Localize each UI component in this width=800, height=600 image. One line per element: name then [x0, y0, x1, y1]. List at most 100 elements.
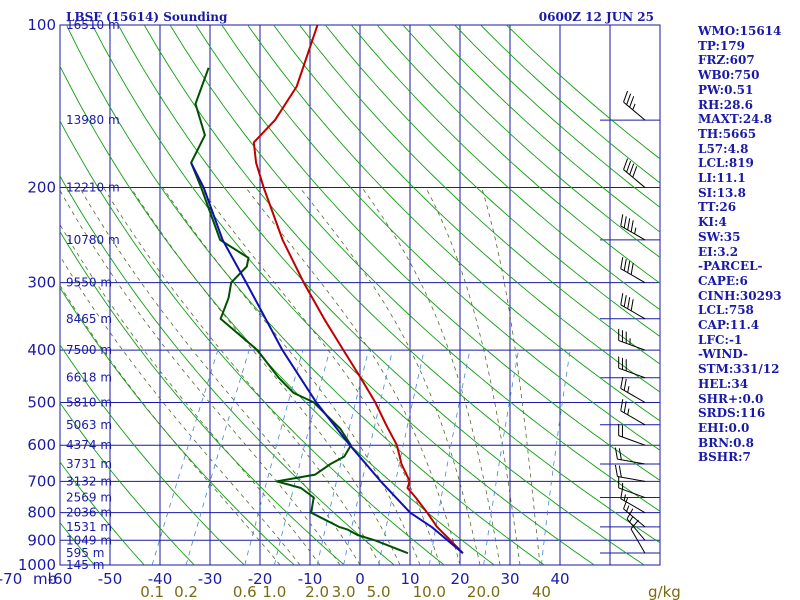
dry-adiabat: [60, 175, 395, 565]
pressure-tick-label: 200: [27, 179, 56, 197]
mixing-ratio-label: 0.2: [174, 583, 198, 600]
index-item: WB0:750: [698, 68, 760, 83]
dry-adiabat: [402, 25, 660, 259]
dry-adiabat: [195, 25, 660, 481]
index-item: HEL:34: [698, 376, 749, 391]
chart-datetime: 0600Z 12 JUN 25: [539, 10, 654, 24]
index-item: MAXT:24.8: [698, 112, 773, 127]
wind-barb: [618, 476, 646, 499]
dry-adiabat: [92, 25, 595, 565]
pressure-tick-label: 1000: [18, 556, 56, 574]
height-label: 3132 m: [66, 474, 112, 488]
height-label: 4374 m: [66, 438, 112, 452]
wind-barb: [623, 158, 646, 188]
temperature-tick-label: -30: [198, 570, 223, 588]
index-item: SI:13.8: [698, 185, 746, 200]
pressure-tick-label: 900: [27, 531, 56, 549]
wind-barb: [630, 519, 646, 554]
dry-adiabat: [60, 230, 345, 565]
wind-barb: [623, 497, 646, 528]
dry-adiabat: [60, 461, 145, 565]
dry-adiabat: [60, 402, 195, 565]
index-item: BRN:0.8: [698, 435, 754, 450]
wind-barb: [620, 214, 646, 241]
mixing-ratio-line: [483, 350, 519, 565]
mixing-ratio-lines: [151, 349, 571, 565]
temperature-tick-label: 20: [450, 570, 469, 588]
temperature-tick-label: -10: [298, 570, 323, 588]
mixing-ratio-label: 10.0: [413, 583, 446, 600]
mixing-ratio-label: 5.0: [367, 583, 391, 600]
height-label: 7500 m: [66, 343, 112, 357]
dry-adiabat: [60, 65, 495, 565]
height-label: 2036 m: [66, 506, 112, 520]
moist-adiabat: [361, 187, 501, 565]
temperature-tick-label: -20: [248, 570, 273, 588]
parcel-trace: [190, 162, 464, 554]
index-item: CAP:11.4: [698, 318, 760, 333]
wind-barb: [618, 328, 646, 351]
pressure-tick-label: 400: [27, 341, 56, 359]
dry-adiabat: [66, 25, 545, 565]
mixing-ratio-unit-label: g/kg: [648, 583, 681, 600]
index-item: STM:331/12: [698, 362, 780, 377]
wind-barb: [618, 356, 646, 379]
wind-barb: [623, 90, 646, 121]
height-label: 16510 m: [66, 18, 120, 32]
height-label: 12210 m: [66, 181, 120, 195]
dry-adiabat: [143, 25, 660, 544]
dry-adiabat: [221, 25, 660, 451]
pressure-tick-label: 100: [27, 16, 56, 34]
index-item: TT:26: [698, 200, 737, 215]
mixing-ratio-label: 0.1: [140, 583, 164, 600]
temperature-tick-label: -60: [48, 570, 73, 588]
wind-barb: [620, 399, 646, 426]
index-item: SRDS:116: [698, 406, 766, 421]
mixing-ratio-label: 20.0: [467, 583, 500, 600]
pressure-tick-label: 800: [27, 504, 56, 522]
wind-barb: [618, 423, 646, 446]
index-item: -WIND-: [698, 347, 748, 362]
wind-barb: [614, 447, 646, 465]
dry-adiabat: [169, 25, 660, 512]
mixing-ratio-label: 40: [532, 583, 551, 600]
dry-adiabat: [60, 521, 95, 565]
moist-adiabat: [60, 223, 321, 565]
moist-adiabat: [130, 187, 401, 565]
index-item: L57:4.8: [698, 141, 749, 156]
moist-adiabat: [245, 187, 461, 565]
wind-barb: [620, 257, 646, 284]
index-item: TH:5665: [698, 126, 757, 141]
mixing-ratio-line: [185, 349, 250, 565]
dry-adiabat: [350, 25, 660, 311]
wind-barb: [620, 293, 646, 320]
moist-adiabat: [60, 189, 341, 565]
mixing-ratio-line: [541, 350, 571, 565]
height-label: 6618 m: [66, 371, 112, 385]
index-item: LCL:758: [698, 303, 754, 318]
moist-adiabat: [200, 187, 441, 565]
wind-barb: [620, 376, 646, 403]
dry-adiabat: [117, 25, 645, 565]
index-item: LCL:819: [698, 156, 754, 171]
index-item: -PARCEL-: [698, 259, 763, 274]
pressure-unit-label: mb: [33, 570, 57, 588]
height-label: 5063 m: [66, 418, 112, 432]
index-item: SW:35: [698, 229, 741, 244]
height-label: 5810 m: [66, 395, 112, 409]
mixing-ratio-line: [151, 349, 219, 565]
dry-adiabat: [247, 25, 660, 422]
temperature-tick-label: 30: [500, 570, 519, 588]
pressure-tick-label: 700: [27, 472, 56, 490]
pressure-tick-label: 600: [27, 436, 56, 454]
moist-adiabat: [481, 187, 541, 565]
mixing-ratio-line: [428, 350, 471, 565]
index-item: EI:3.2: [698, 244, 739, 259]
height-label: 1531 m: [66, 520, 112, 534]
temperature-tick-label: 10: [400, 570, 419, 588]
height-label: 2569 m: [66, 491, 112, 505]
index-item: FRZ:607: [698, 53, 755, 68]
moist-adiabat: [60, 284, 281, 565]
dry-adiabat: [376, 25, 660, 284]
